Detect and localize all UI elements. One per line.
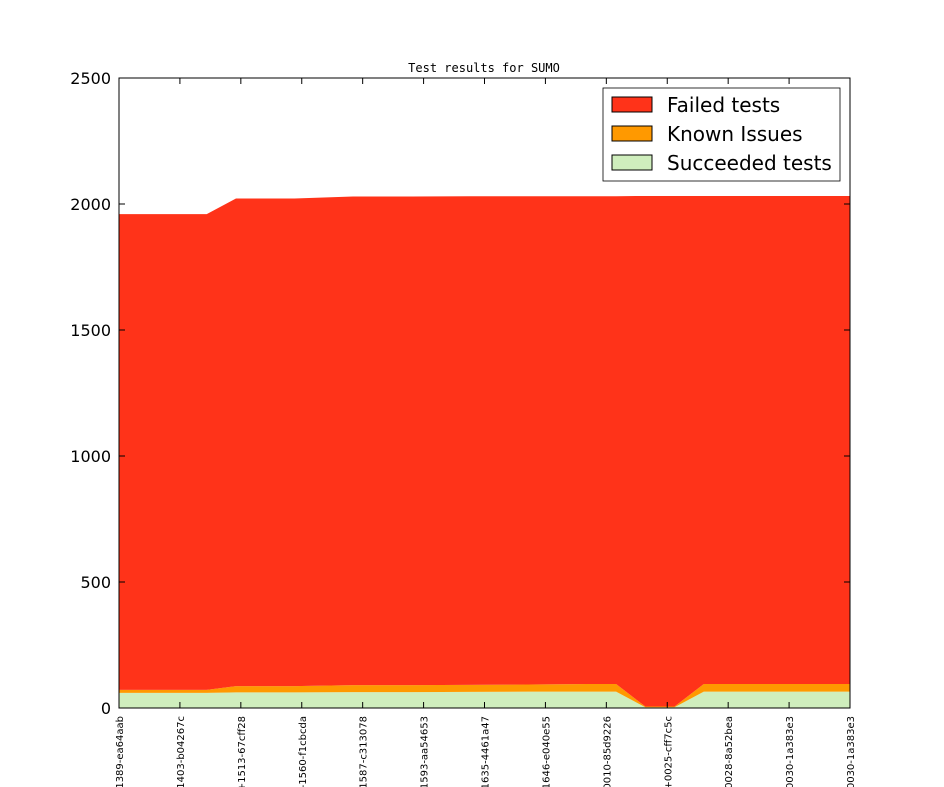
ytick-label: 2500 bbox=[70, 69, 111, 88]
xtick-label: 1403-b04267c bbox=[176, 716, 187, 787]
xtick-label: 0030-1a383e3 bbox=[785, 716, 796, 787]
xtick-label: 1587-c313078 bbox=[359, 716, 370, 787]
xtick-label: 1646-e040e55 bbox=[541, 716, 552, 787]
legend-swatch-known-issues bbox=[611, 125, 653, 142]
ytick-label: 2000 bbox=[70, 195, 111, 214]
xtick-label: 0030-1a383e3 bbox=[846, 716, 857, 787]
xtick-label: 1635-4461a47 bbox=[481, 716, 492, 787]
legend-swatch-failed-tests bbox=[611, 96, 653, 113]
xtick-label: +0025-cff7c5c bbox=[663, 716, 674, 787]
legend-label-succeeded-tests: Succeeded tests bbox=[667, 151, 832, 175]
ytick-label: 500 bbox=[80, 573, 111, 592]
area-failed-tests bbox=[119, 195, 850, 707]
xtick-label: 1389-ea64aab bbox=[115, 716, 126, 787]
xtick-label: -1560-f1cbcda bbox=[298, 716, 309, 787]
legend: Failed tests Known Issues Succeeded tests bbox=[602, 87, 841, 182]
legend-swatch-succeeded-tests bbox=[611, 154, 653, 171]
legend-label-failed-tests: Failed tests bbox=[667, 93, 780, 117]
xtick-label: 0010-85d9226 bbox=[602, 716, 613, 787]
xtick-label: +1513-67cff28 bbox=[237, 716, 248, 787]
ytick-label: 1000 bbox=[70, 447, 111, 466]
chart-title: Test results for SUMO bbox=[408, 61, 560, 75]
xtick-label: 1593-aa54653 bbox=[420, 716, 431, 787]
ytick-label: 1500 bbox=[70, 321, 111, 340]
legend-label-known-issues: Known Issues bbox=[667, 122, 803, 146]
area-known-issues bbox=[119, 684, 850, 708]
xtick-label: 0028-8a52bea bbox=[724, 716, 735, 787]
ytick-label: 0 bbox=[101, 699, 111, 718]
ticks-layer: 0 500 1000 1500 2000 2500 1389-ea64aab 1403-b04… bbox=[70, 69, 857, 787]
areas-layer bbox=[119, 195, 850, 708]
